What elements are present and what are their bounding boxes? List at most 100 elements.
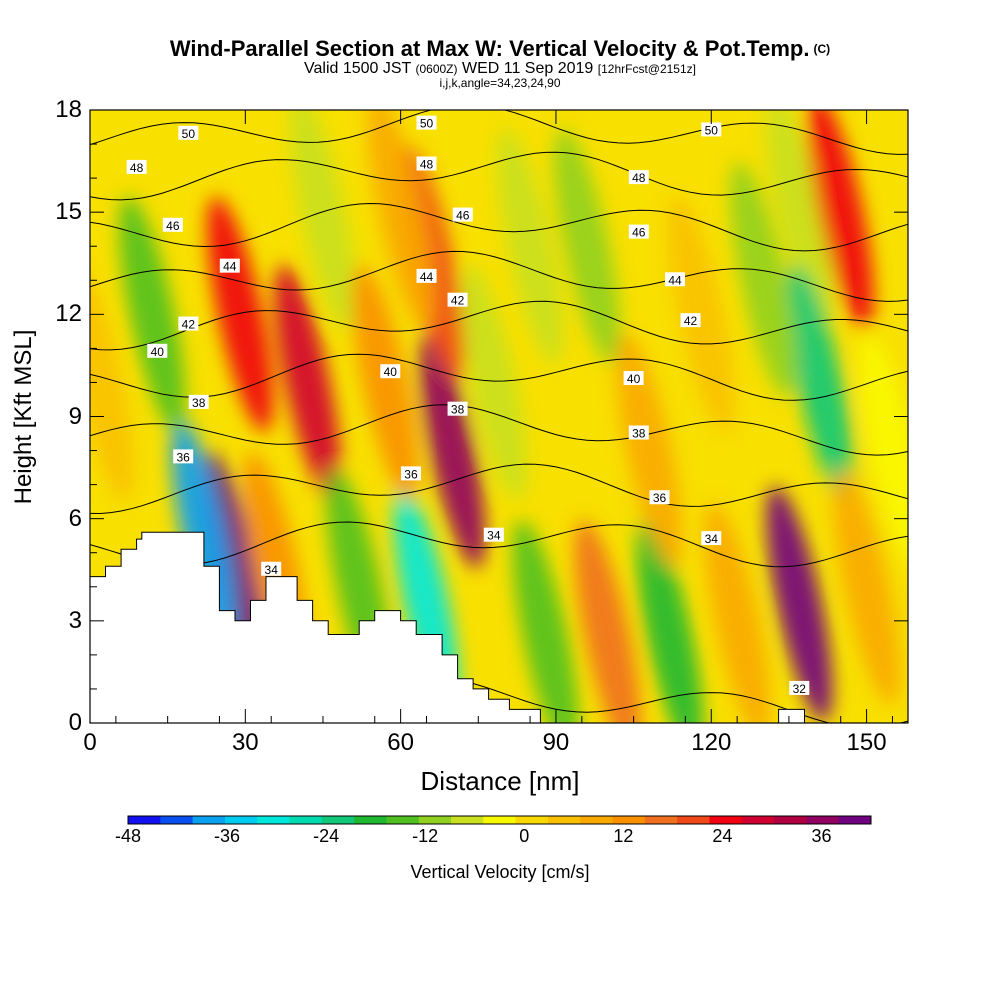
svg-text:38: 38 [451, 403, 465, 417]
colorbar-title: Vertical Velocity [cm/s] [410, 862, 590, 882]
contour-label-21: 36 [173, 449, 194, 464]
svg-text:46: 46 [166, 219, 180, 233]
svg-text:36: 36 [177, 450, 191, 464]
contour-label-18: 38 [188, 394, 209, 410]
y-tick-label-5: 15 [55, 198, 82, 226]
velocity-cell-4 [274, 264, 341, 500]
contour-label-10: 44 [416, 268, 437, 284]
subtitle-valid: Valid 1500 JST [304, 60, 412, 77]
colorbar-swatch-9 [418, 816, 452, 824]
svg-text:34: 34 [265, 563, 279, 577]
colorbar-tick-label-3: -12 [412, 826, 439, 846]
svg-text:44: 44 [668, 273, 682, 287]
svg-text:40: 40 [627, 372, 641, 386]
contour-label-23: 36 [649, 490, 670, 505]
contour-label-12: 42 [178, 316, 199, 332]
svg-text:44: 44 [223, 260, 237, 274]
svg-text:42: 42 [182, 318, 196, 332]
colorbar-tick-label-4: 0 [519, 826, 530, 846]
theta-contour-36 [90, 463, 908, 515]
y-axis-title: Height [Kft MSL] [10, 329, 37, 505]
subtitle-date: WED 11 Sep 2019 [461, 60, 594, 77]
contour-label-5: 48 [628, 170, 649, 185]
velocity-cell-15 [554, 128, 620, 364]
colorbar-swatch-3 [224, 816, 258, 824]
svg-text:50: 50 [182, 127, 196, 141]
colorbar-swatch-7 [354, 816, 387, 824]
plot-area: 50 50 50 48 48 48 46 46 46 44 44 44 42 42 42 40 40 40 38 38… [90, 110, 908, 723]
theta-contour-42 [90, 300, 908, 351]
colorbar-tick-label-5: 12 [613, 826, 634, 846]
svg-text:48: 48 [420, 157, 434, 171]
colorbar-swatch-13 [547, 816, 581, 824]
colorbar-tick-label-1: -36 [214, 826, 241, 846]
contour-label-7: 46 [452, 207, 473, 223]
colorbar-swatch-10 [451, 816, 484, 824]
contour-label-2: 50 [701, 122, 722, 137]
colorbar-swatch-21 [806, 816, 840, 824]
y-tick-label-0: 0 [68, 709, 82, 736]
copyright-mark: (C) [813, 42, 831, 56]
contour-label-13: 42 [447, 292, 468, 308]
terrain [90, 531, 908, 723]
velocity-cell-16 [636, 520, 703, 723]
svg-text:38: 38 [632, 427, 646, 441]
velocity-cell-2 [207, 196, 274, 432]
theta-contour-34 [90, 521, 908, 568]
contour-label-6: 46 [162, 217, 183, 233]
contour-label-0: 50 [178, 125, 199, 141]
velocity-cell-19 [667, 196, 734, 432]
colorbar-swatch-18 [709, 816, 743, 824]
contour-label-17: 40 [623, 371, 644, 386]
colorbar-tick-labels: -48 -36 -24 -12 0 12 24 36 [0, 826, 1000, 850]
colorbar-swatch-6 [321, 816, 355, 824]
colorbar-swatch-16 [644, 816, 678, 824]
x-axis-title: Distance [nm] [420, 766, 580, 796]
theta-contour-48 [90, 151, 908, 201]
velocity-cell-12 [512, 520, 579, 723]
colorbar-swatch-12 [515, 816, 549, 824]
potential-temperature-contours [90, 110, 908, 723]
contour-label-25: 34 [483, 527, 504, 543]
svg-text:32: 32 [793, 682, 807, 696]
svg-text:42: 42 [451, 294, 465, 308]
svg-text:34: 34 [487, 529, 501, 543]
velocity-cell-13 [497, 128, 564, 364]
colorbar-tick-label-7: 36 [811, 826, 832, 846]
velocity-cell-21 [766, 110, 833, 330]
colorbar-swatch-2 [192, 816, 226, 824]
colorbar-tick-label-2: -24 [313, 826, 340, 846]
contour-label-15: 40 [147, 343, 168, 359]
svg-text:44: 44 [420, 270, 434, 284]
x-tick-label-5: 150 [846, 729, 887, 756]
colorbar-swatch-1 [160, 816, 194, 824]
svg-text:36: 36 [653, 491, 667, 505]
velocity-cell-26 [119, 196, 186, 432]
colorbar-swatch-14 [580, 816, 614, 824]
colorbar-swatch-20 [774, 816, 807, 824]
contour-label-19: 38 [447, 401, 468, 417]
velocity-cell-0 [90, 264, 134, 500]
theta-contour-40 [90, 353, 908, 401]
velocity-cell-27 [352, 264, 419, 500]
chart-title: Wind-Parallel Section at Max W: Vertical… [0, 36, 1000, 62]
contour-label-27: 32 [789, 680, 810, 696]
contour-label-22: 36 [400, 466, 421, 481]
axis-ticks [89, 109, 908, 724]
contour-label-8: 46 [628, 224, 649, 240]
colorbar-swatch-4 [257, 816, 291, 824]
velocity-cell-18 [704, 503, 771, 723]
contour-label-20: 38 [628, 425, 649, 441]
contour-label-4: 48 [416, 156, 437, 171]
svg-text:48: 48 [632, 171, 646, 185]
y-tick-label-3: 9 [68, 402, 82, 430]
velocity-cell-9 [419, 333, 486, 569]
x-tick-label-1: 30 [231, 729, 259, 756]
theta-contour-38 [90, 404, 908, 456]
svg-text:36: 36 [404, 467, 418, 481]
contour-label-9: 44 [219, 258, 240, 274]
contour-label-16: 40 [380, 364, 401, 379]
theta-contour-44 [90, 250, 908, 302]
chart-subtitle-indices: i,j,k,angle=34,23,24,90 [439, 76, 561, 90]
